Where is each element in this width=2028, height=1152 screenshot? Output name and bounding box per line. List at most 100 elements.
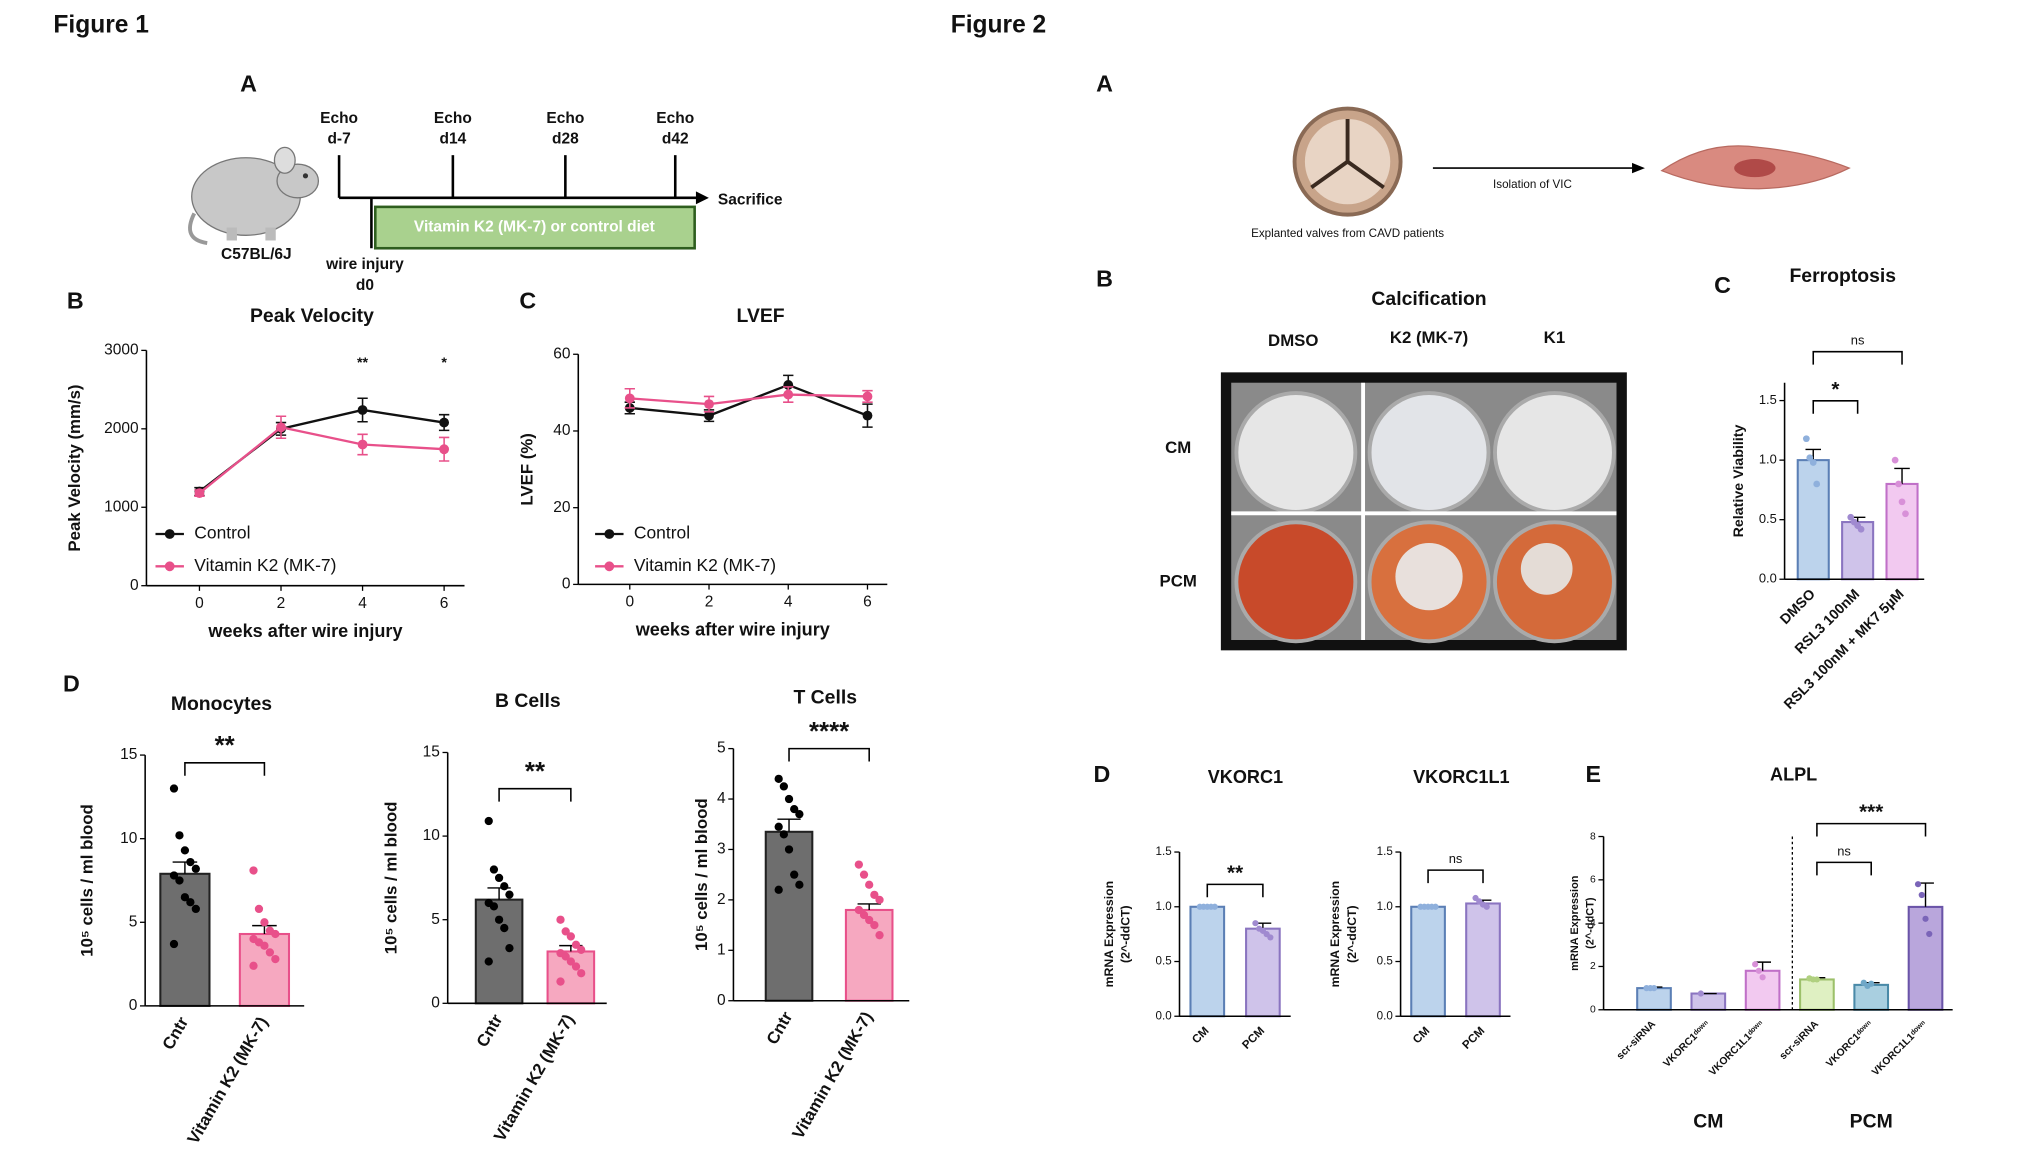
y-axis-label: (2^-ddCT) [1585,897,1597,949]
diet-box [374,205,696,250]
annotation: ** [357,355,369,371]
significance-label: ns [1851,333,1865,348]
chart-title: T Cells [793,686,857,708]
panel-letter: C [519,288,536,314]
error-bar [777,818,801,832]
y-tick-label: 20 [553,499,571,516]
echo-label: Echo [546,110,584,127]
panel-letter: B [1096,266,1113,292]
data-point [875,895,884,905]
data-point [1813,976,1821,983]
panel-letter: E [1585,761,1601,787]
data-point [704,399,714,410]
data-point [505,943,514,953]
y-tick-label: 10 [423,827,441,844]
data-point [439,444,450,455]
plate-row: PCM [1160,571,1197,590]
significance-bracket [788,747,870,762]
data-point [865,880,874,889]
y-tick-label: 6 [1590,875,1596,886]
x-tick-label: VKORC1L1ᵈᵒʷⁿ [1870,1019,1929,1078]
y-tick-label: 0 [130,577,139,594]
data-point [249,866,258,875]
y-tick-label: 1.5 [1156,845,1172,858]
x-tick-label: Vitamin K2 (MK-7) [490,1011,578,1145]
x-tick-label: CM [1190,1024,1212,1046]
y-axis-label: 10⁵ cells / ml blood [692,798,711,951]
y-tick-label: 1.0 [1759,452,1777,467]
series-line [198,408,445,493]
y-tick-label: 4 [1590,918,1596,929]
significance-label: * [1831,378,1840,401]
data-point [1902,510,1909,518]
data-point [1806,454,1814,462]
data-point [357,405,368,415]
data-point [790,870,799,879]
x-tick-label: 0 [195,595,204,612]
bar [1841,521,1875,581]
data-point [854,905,863,915]
y-tick-label: 15 [120,746,137,763]
y-tick-label: 1000 [104,498,139,515]
significance-bracket [1427,869,1484,884]
data-point [556,915,565,924]
y-axis-label: (2^-ddCT) [1345,905,1359,963]
data-point [494,915,504,924]
diet-label: Vitamin K2 (MK-7) or control diet [414,219,655,236]
y-axis-label: 10⁵ cells / ml blood [78,804,97,957]
y-tick-label: 1.0 [1156,900,1173,913]
data-point [624,393,635,404]
plate-title: Calcification [1371,288,1486,310]
legend-marker [164,529,175,539]
data-point [566,932,575,941]
series-line [198,425,445,495]
legend-marker [604,561,615,572]
significance-bracket [1816,822,1927,837]
chart-title: VKORC1L1 [1413,767,1510,787]
data-point [489,865,499,874]
plate-image [1220,372,1627,651]
bar [764,830,814,1002]
y-tick-label: 0.0 [1377,1009,1394,1022]
chart-title: Peak Velocity [250,305,374,327]
chart-title: ALPL [1770,765,1817,785]
y-tick-label: 0 [1590,1005,1596,1016]
data-point [779,782,788,791]
data-point [875,931,884,940]
legend-marker [164,561,175,572]
echo-label: Echo [656,110,694,127]
data-point [571,962,581,971]
data-point [870,890,879,899]
data-point [859,870,869,879]
panel-letter: A [1096,70,1113,96]
data-point [1813,480,1821,488]
data-point [276,422,286,433]
data-point [1267,934,1274,941]
y-tick-label: 0.5 [1156,955,1172,968]
plate-column: DMSO [1268,331,1318,350]
significance-label: ** [525,758,546,786]
data-point [494,873,504,883]
data-point [1891,456,1899,464]
x-tick-label: PCM [1240,1024,1267,1051]
data-point [784,845,794,854]
end-label: Sacrifice [718,191,783,208]
data-point [1918,891,1925,899]
y-tick-label: 3 [717,841,726,858]
x-tick-label: PCM [1460,1024,1487,1051]
x-axis-label: weeks after wire injury [635,620,830,640]
x-tick-label: DMSO [1777,586,1818,627]
data-point [260,941,269,950]
chart-title: VKORC1 [1208,767,1283,787]
bar [474,898,524,1005]
x-tick-label: 0 [625,594,634,611]
bar [1245,927,1281,1018]
bar [844,908,894,1002]
panel-letter: D [1094,761,1111,787]
chart-title: Ferroptosis [1789,265,1896,287]
data-point [186,857,195,867]
data-point [1752,961,1759,968]
data-point [194,488,205,499]
data-point [1432,903,1439,910]
